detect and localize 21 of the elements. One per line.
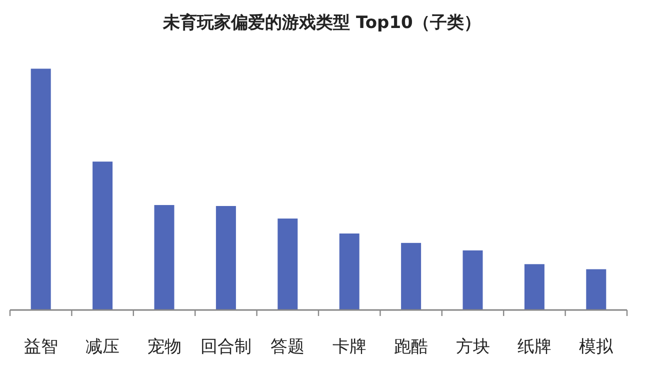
x-tick-label: 减压	[86, 337, 120, 357]
x-tick-label: 跑酷	[394, 337, 428, 357]
bar	[462, 250, 483, 310]
bar	[278, 218, 298, 310]
chart-title: 未育玩家偏爱的游戏类型 Top10（子类）	[162, 12, 481, 33]
x-tick-label: 纸牌	[517, 337, 552, 357]
bar	[30, 68, 51, 310]
x-tick-label: 宠物	[147, 337, 182, 357]
x-tick-label: 模拟	[579, 337, 614, 357]
bar	[586, 269, 606, 310]
bar	[92, 162, 113, 310]
x-tick-label: 答题	[270, 337, 305, 357]
x-tick-label: 方块	[456, 337, 490, 357]
x-tick-label: 回合制	[200, 337, 252, 357]
bar	[401, 242, 422, 310]
bar	[216, 206, 236, 310]
bar	[154, 205, 174, 310]
x-tick-label: 益智	[24, 337, 58, 357]
x-tick-label: 卡牌	[332, 337, 366, 357]
bar	[524, 264, 544, 310]
bar	[339, 234, 360, 310]
